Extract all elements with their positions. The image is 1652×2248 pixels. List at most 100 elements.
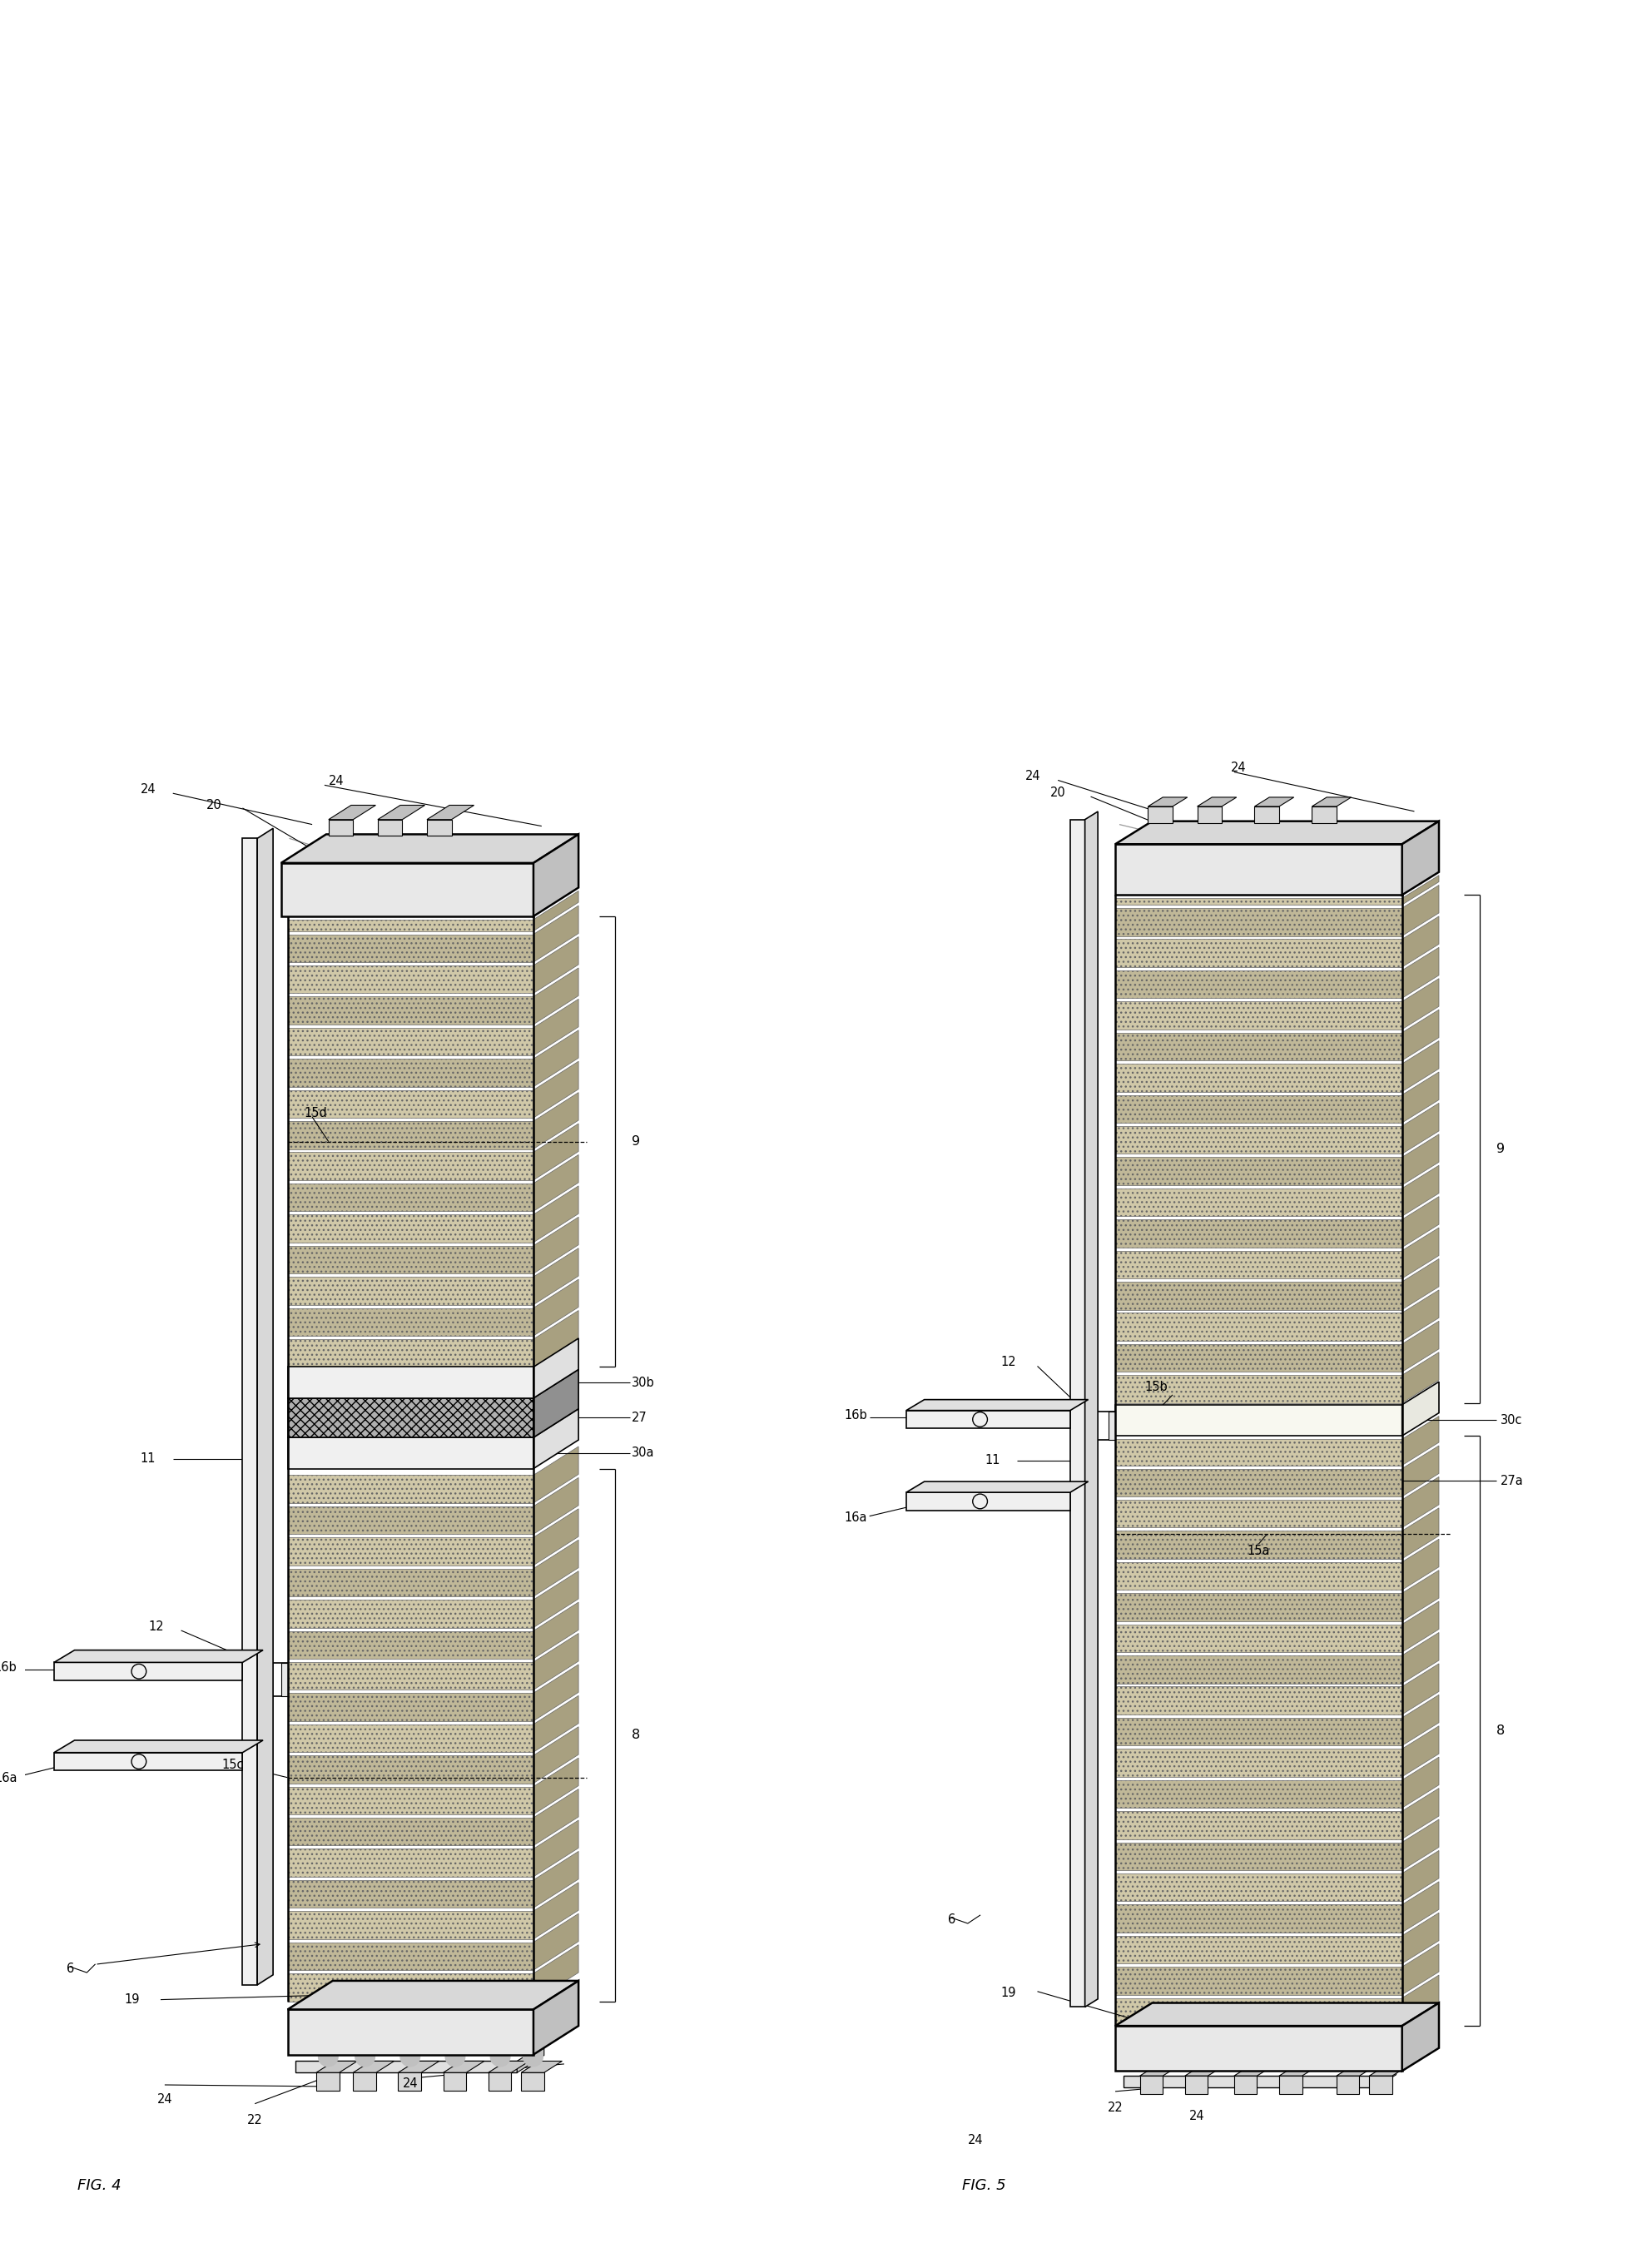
Bar	[1115, 1158, 1403, 1185]
Bar	[287, 1027, 534, 1057]
Bar	[287, 1693, 534, 1722]
Polygon shape	[1403, 1850, 1439, 1902]
Polygon shape	[55, 1650, 263, 1664]
Bar	[378, 821, 403, 836]
Polygon shape	[1403, 2003, 1439, 2070]
Text: 9: 9	[631, 1135, 639, 1149]
Polygon shape	[316, 2061, 357, 2073]
Polygon shape	[378, 805, 425, 821]
Polygon shape	[1403, 1913, 1439, 1963]
Text: 24: 24	[1026, 769, 1041, 782]
Bar	[1254, 807, 1279, 823]
Text: 27a: 27a	[1500, 1475, 1523, 1488]
Polygon shape	[534, 1311, 578, 1367]
Bar	[1234, 2075, 1257, 2093]
Text: 16a: 16a	[0, 1771, 17, 1785]
Bar	[1115, 1405, 1403, 1436]
Bar	[1115, 1594, 1403, 1621]
Bar	[1115, 971, 1403, 998]
Polygon shape	[534, 1216, 578, 1275]
Polygon shape	[534, 1338, 578, 1398]
Polygon shape	[534, 1821, 578, 1877]
Text: FIG. 5: FIG. 5	[961, 2178, 1006, 2194]
Text: 16a: 16a	[844, 1511, 867, 1524]
Polygon shape	[534, 1445, 578, 1504]
Bar	[287, 1153, 534, 1180]
Polygon shape	[520, 2061, 562, 2073]
Polygon shape	[534, 1726, 578, 1783]
Polygon shape	[534, 1571, 578, 1628]
Polygon shape	[534, 1634, 578, 1690]
Polygon shape	[1403, 1445, 1439, 1497]
Polygon shape	[534, 937, 578, 994]
Bar	[1123, 2075, 1376, 2088]
Polygon shape	[1403, 1819, 1439, 1870]
Polygon shape	[1403, 821, 1439, 895]
Bar	[1198, 807, 1222, 823]
Bar	[243, 839, 258, 1985]
Bar	[1336, 2075, 1360, 2093]
Text: 24: 24	[157, 2093, 172, 2106]
Polygon shape	[1403, 1787, 1439, 1839]
Polygon shape	[534, 1369, 578, 1436]
Bar	[287, 1182, 534, 1212]
Polygon shape	[1336, 2068, 1373, 2075]
Text: FIG. 4: FIG. 4	[78, 2178, 121, 2194]
Polygon shape	[534, 1093, 578, 1149]
Polygon shape	[1403, 1569, 1439, 1621]
Polygon shape	[907, 1401, 1089, 1409]
Bar	[1115, 1281, 1403, 1311]
Bar	[1115, 1468, 1403, 1497]
Bar	[1115, 1003, 1403, 1030]
Bar	[287, 1942, 534, 1969]
Polygon shape	[1403, 1882, 1439, 1933]
Bar	[287, 2010, 534, 2055]
Text: 24: 24	[140, 782, 155, 796]
Bar	[1115, 1376, 1403, 1403]
Polygon shape	[534, 1279, 578, 1335]
Bar	[1115, 2025, 1403, 2070]
Bar	[287, 1879, 534, 1909]
Bar	[1115, 908, 1403, 935]
Bar	[287, 1090, 534, 1117]
Bar	[287, 1601, 534, 1628]
Bar	[287, 964, 534, 994]
Bar	[1115, 1499, 1403, 1529]
Text: 19: 19	[124, 1994, 140, 2005]
Polygon shape	[1115, 2003, 1439, 2025]
Polygon shape	[534, 890, 578, 931]
Text: 12: 12	[149, 1621, 164, 1632]
Polygon shape	[517, 2043, 544, 2073]
Bar	[287, 1340, 534, 1367]
Polygon shape	[1234, 2068, 1270, 2075]
Bar	[1115, 1749, 1403, 1776]
Polygon shape	[534, 969, 578, 1025]
Polygon shape	[1312, 798, 1351, 807]
Polygon shape	[1403, 1164, 1439, 1216]
Bar	[1115, 1625, 1403, 1652]
Polygon shape	[534, 1945, 578, 2001]
Text: 15d: 15d	[304, 1106, 327, 1120]
Text: 8: 8	[1497, 1724, 1505, 1738]
Bar	[287, 1724, 534, 1751]
Bar	[287, 1756, 534, 1783]
Polygon shape	[534, 1540, 578, 1596]
Polygon shape	[1254, 798, 1294, 807]
Polygon shape	[1403, 1104, 1439, 1153]
Bar	[281, 863, 534, 917]
Bar	[287, 1569, 534, 1596]
Polygon shape	[1403, 1196, 1439, 1248]
Text: 24: 24	[329, 776, 345, 787]
Bar	[1115, 1439, 1403, 1466]
Text: 24: 24	[968, 2133, 983, 2147]
Polygon shape	[534, 1155, 578, 1212]
Polygon shape	[1403, 1072, 1439, 1122]
Bar	[489, 2073, 512, 2091]
Bar	[287, 1277, 534, 1304]
Bar	[1115, 1998, 1403, 2025]
Polygon shape	[1198, 798, 1237, 807]
Polygon shape	[1403, 1540, 1439, 1589]
Polygon shape	[1403, 1009, 1439, 1061]
Polygon shape	[258, 827, 273, 1985]
Bar	[1115, 1655, 1403, 1684]
